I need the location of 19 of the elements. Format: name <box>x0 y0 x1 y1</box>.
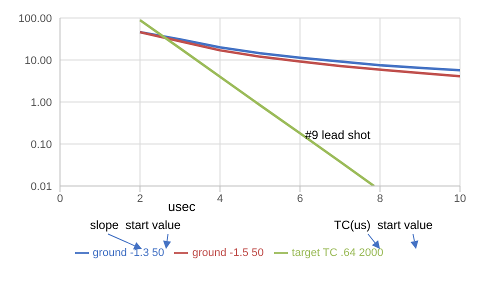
x-tick-label: 10 <box>454 192 466 205</box>
x-tick-label: 8 <box>376 192 384 205</box>
x-tick-label: 4 <box>216 192 224 205</box>
y-tick-label: 0.01 <box>30 180 52 193</box>
annotation: #9 lead shot <box>305 128 370 142</box>
text: TC(us) start value <box>334 218 433 232</box>
text: slope start value <box>90 218 181 232</box>
y-tick-label: 1.00 <box>30 96 52 109</box>
legend-label: target TC .64 2000 <box>292 246 384 259</box>
y-tick-label: 100.00 <box>18 12 52 25</box>
x-axis-title: usec <box>168 199 196 214</box>
x-tick-label: 2 <box>136 192 144 205</box>
legend-label: ground -1.3 50 <box>92 246 164 259</box>
legend-label: ground -1.5 50 <box>192 246 264 259</box>
x-tick-label: 0 <box>56 192 64 205</box>
y-tick-label: 0.10 <box>30 138 52 151</box>
y-tick-label: 10.00 <box>24 54 52 67</box>
x-tick-label: 6 <box>296 192 304 205</box>
line-series <box>138 18 376 186</box>
